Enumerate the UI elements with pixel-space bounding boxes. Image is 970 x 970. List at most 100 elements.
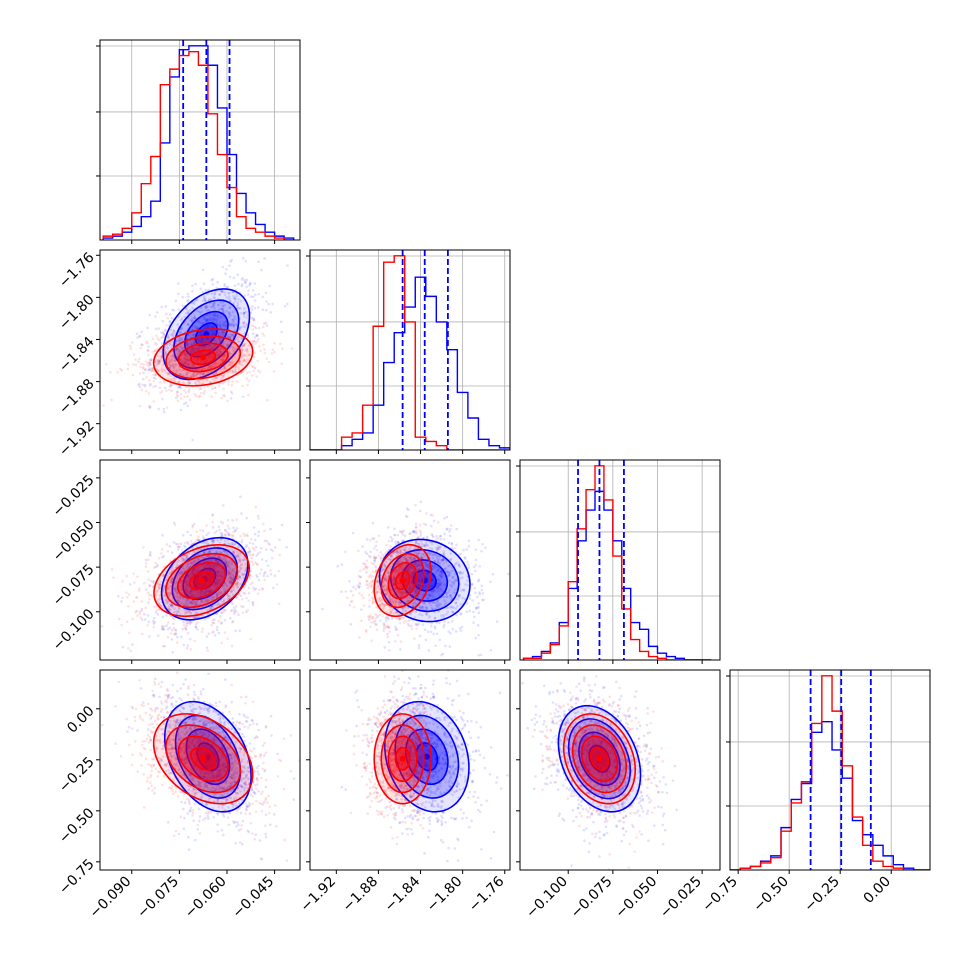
scatter-point xyxy=(170,569,174,572)
scatter-point xyxy=(230,569,234,572)
scatter-point xyxy=(174,632,177,635)
scatter-point xyxy=(424,612,428,616)
panel-frame xyxy=(99,39,301,241)
scatter-point xyxy=(417,580,420,583)
scatter-point xyxy=(157,355,160,358)
scatter-point xyxy=(209,574,212,577)
scatter-point xyxy=(217,352,221,356)
scatter-point xyxy=(178,350,182,354)
scatter-point xyxy=(154,384,158,388)
scatter-point xyxy=(203,337,207,341)
scatter-point xyxy=(205,306,208,309)
scatter-point xyxy=(436,606,440,609)
scatter-point xyxy=(227,315,231,319)
scatter-point xyxy=(190,570,194,573)
scatter-point xyxy=(198,331,201,334)
scatter-point xyxy=(207,317,211,321)
scatter-point xyxy=(191,569,195,573)
scatter-point xyxy=(418,523,422,527)
scatter-point xyxy=(175,347,179,351)
scatter-point xyxy=(223,631,227,634)
scatter-point xyxy=(267,542,270,545)
scatter-point xyxy=(168,320,171,324)
scatter-point xyxy=(426,576,430,580)
scatter-point xyxy=(251,563,255,566)
scatter-point xyxy=(449,632,452,635)
scatter-point xyxy=(225,286,228,289)
scatter-point xyxy=(260,558,264,561)
scatter-point xyxy=(249,637,253,641)
scatter-point xyxy=(221,521,225,525)
scatter-point xyxy=(263,578,266,582)
scatter-point xyxy=(229,572,232,575)
scatter-point xyxy=(422,544,426,548)
scatter-point xyxy=(144,565,148,568)
scatter-point xyxy=(185,647,189,650)
scatter-point xyxy=(248,549,252,553)
scatter-point xyxy=(208,365,212,368)
scatter-point xyxy=(237,613,240,617)
scatter-point xyxy=(417,622,420,626)
scatter-point xyxy=(227,295,231,298)
scatter-point xyxy=(390,554,394,557)
scatter-point xyxy=(228,566,231,570)
scatter-point xyxy=(176,399,180,403)
scatter-point xyxy=(204,581,208,584)
scatter-point xyxy=(162,554,165,558)
scatter-point xyxy=(241,395,245,398)
scatter-point xyxy=(446,527,449,531)
scatter-point xyxy=(176,394,180,398)
scatter-point xyxy=(301,337,304,340)
scatter-point xyxy=(245,348,249,352)
scatter-point xyxy=(143,618,147,621)
scatter-point xyxy=(219,573,222,577)
scatter-point xyxy=(193,568,197,572)
scatter-point xyxy=(417,567,421,571)
scatter-point xyxy=(223,290,227,294)
scatter-point xyxy=(397,576,401,579)
scatter-point xyxy=(190,349,193,353)
scatter-point xyxy=(195,581,199,585)
scatter-point xyxy=(476,579,480,583)
scatter-point xyxy=(204,541,208,545)
scatter-point xyxy=(137,360,140,363)
scatter-point xyxy=(179,581,182,584)
scatter-point xyxy=(231,318,234,322)
scatter-point xyxy=(420,542,423,546)
scatter-point xyxy=(186,530,189,534)
scatter-point xyxy=(169,632,173,635)
scatter-point xyxy=(190,374,193,377)
scatter-point xyxy=(218,592,221,595)
y-tick-label: −0.075 xyxy=(50,561,98,609)
scatter-point xyxy=(387,571,390,574)
scatter-point xyxy=(164,599,168,602)
scatter-point xyxy=(168,572,172,576)
scatter-point xyxy=(219,350,223,354)
scatter-point xyxy=(474,591,477,595)
scatter-point xyxy=(217,353,221,357)
scatter-point xyxy=(154,611,158,614)
scatter-point xyxy=(454,562,457,566)
scatter-blue xyxy=(321,500,510,660)
scatter-point xyxy=(222,608,225,612)
scatter-point xyxy=(210,357,213,361)
scatter-point xyxy=(202,550,206,554)
scatter-point xyxy=(208,612,211,615)
scatter-point xyxy=(229,609,233,613)
scatter-point xyxy=(210,395,214,399)
scatter-point xyxy=(247,591,251,595)
scatter-point xyxy=(227,311,231,315)
scatter-point xyxy=(160,356,163,359)
scatter-point xyxy=(400,594,404,598)
scatter-point xyxy=(144,389,148,393)
scatter-point xyxy=(196,569,199,573)
scatter-point xyxy=(251,542,255,545)
scatter-point xyxy=(237,545,240,548)
scatter-point xyxy=(169,374,173,377)
scatter-point xyxy=(400,590,403,594)
scatter-point xyxy=(425,574,428,577)
scatter-point xyxy=(222,366,226,369)
scatter-point xyxy=(148,384,152,387)
scatter-point xyxy=(244,259,248,263)
scatter-point xyxy=(227,597,230,601)
